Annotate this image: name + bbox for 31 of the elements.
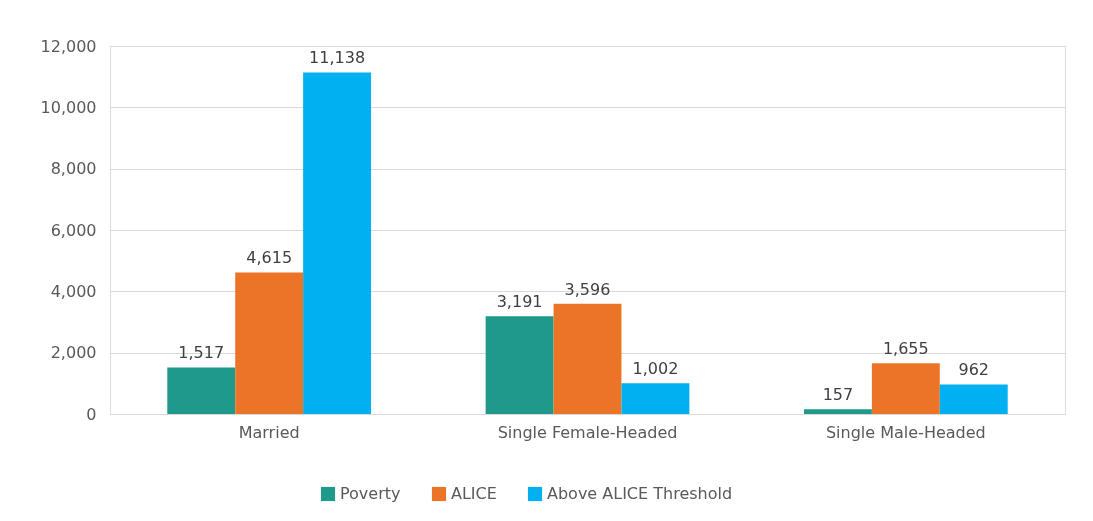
y-tick-label: 12,000 [40,36,97,56]
data-label: 962 [958,360,990,380]
bar [621,383,690,414]
bar [871,363,940,414]
bar [303,72,372,414]
y-tick-label: 8,000 [50,159,97,179]
data-label: 1,517 [178,343,225,363]
x-tick-label: Single Female-Headed [497,422,678,442]
data-label: 3,596 [564,279,611,299]
y-tick-label: 10,000 [40,97,97,117]
legend-label: ALICE [451,484,497,503]
bar [939,384,1008,414]
y-tick-label: 4,000 [50,281,97,301]
bar [167,367,236,414]
legend-label: Poverty [340,484,401,503]
bar [803,409,872,414]
bar [485,316,554,414]
y-tick-label: 2,000 [50,343,97,363]
bar [235,272,304,414]
data-label: 4,615 [246,248,293,268]
y-tick-label: 0 [86,404,97,424]
data-label: 1,002 [632,359,679,379]
data-label: 3,191 [496,292,543,312]
data-label: 1,655 [882,339,929,359]
x-tick-label: Single Male-Headed [825,422,986,442]
x-tick-label: Married [238,422,300,442]
bar [553,303,622,414]
legend-label: Above ALICE Threshold [547,484,733,503]
data-label: 11,138 [309,48,366,68]
data-label: 157 [822,385,854,405]
y-tick-label: 6,000 [50,220,97,240]
